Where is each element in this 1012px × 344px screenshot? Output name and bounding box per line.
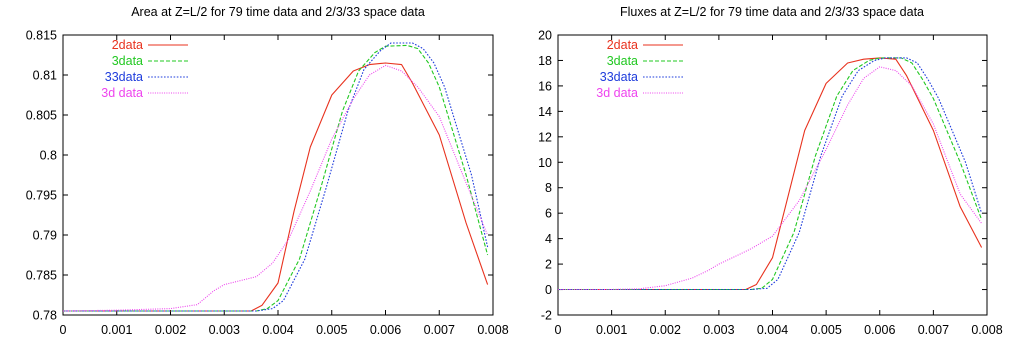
y-tick-label: 4 xyxy=(545,232,552,246)
y-tick-label: 0.785 xyxy=(26,269,57,283)
series-line-3data xyxy=(63,44,489,312)
y-tick-label: 0 xyxy=(545,283,552,297)
y-tick-label: 20 xyxy=(538,29,552,43)
x-tick-label: 0.006 xyxy=(864,323,895,337)
y-tick-label: 10 xyxy=(538,156,552,170)
legend-label: 2data xyxy=(112,38,143,52)
legend-label: 3d data xyxy=(101,86,143,100)
y-tick-label: 6 xyxy=(545,207,552,221)
y-tick-label: 14 xyxy=(538,105,552,119)
x-tick-label: 0.003 xyxy=(209,323,240,337)
series-line-3d-data xyxy=(62,64,489,312)
y-tick-label: 0.795 xyxy=(26,189,57,203)
y-tick-label: -2 xyxy=(541,309,552,323)
x-tick-label: 0.008 xyxy=(971,323,1002,337)
x-tick-label: 0.005 xyxy=(316,323,347,337)
x-tick-label: 0.002 xyxy=(650,323,681,337)
x-tick-label: 0.003 xyxy=(703,323,734,337)
fluxes-chart: Fluxes at Z=L/2 for 79 time data and 2/3… xyxy=(538,5,1003,337)
x-tick-label: 0.001 xyxy=(101,323,132,337)
y-tick-label: 16 xyxy=(538,79,552,93)
x-tick-label: 0.007 xyxy=(424,323,455,337)
x-tick-label: 0.001 xyxy=(596,323,627,337)
legend-label: 3d data xyxy=(596,86,638,100)
legend-label: 33data xyxy=(600,70,638,84)
y-tick-label: 0.79 xyxy=(33,229,57,243)
x-tick-label: 0.002 xyxy=(155,323,186,337)
series-line-33data xyxy=(558,57,983,291)
y-tick-label: 0.8 xyxy=(40,149,57,163)
y-tick-label: 2 xyxy=(545,258,552,272)
x-tick-label: 0 xyxy=(555,323,562,337)
x-tick-label: 0.004 xyxy=(757,323,788,337)
chart-title: Fluxes at Z=L/2 for 79 time data and 2/3… xyxy=(620,5,924,19)
x-tick-label: 0.004 xyxy=(262,323,293,337)
series-line-3data xyxy=(558,57,983,291)
y-tick-label: 0.815 xyxy=(26,29,57,43)
x-tick-label: 0.005 xyxy=(810,323,841,337)
x-tick-label: 0.006 xyxy=(370,323,401,337)
y-tick-label: 12 xyxy=(538,130,552,144)
series-line-3d-data xyxy=(558,66,983,291)
area-chart: Area at Z=L/2 for 79 time data and 2/3/3… xyxy=(26,5,509,337)
legend-label: 33data xyxy=(105,70,143,84)
series-line-33data xyxy=(63,42,489,312)
series-line-2data xyxy=(63,62,489,312)
x-tick-label: 0 xyxy=(60,323,67,337)
y-tick-label: 8 xyxy=(545,181,552,195)
y-tick-label: 0.78 xyxy=(33,309,57,323)
x-tick-label: 0.008 xyxy=(477,323,508,337)
legend-label: 3data xyxy=(607,54,638,68)
legend-label: 2data xyxy=(607,38,638,52)
chart-title: Area at Z=L/2 for 79 time data and 2/3/3… xyxy=(131,5,425,19)
x-tick-label: 0.007 xyxy=(918,323,949,337)
y-tick-label: 0.81 xyxy=(33,69,57,83)
y-tick-label: 0.805 xyxy=(26,109,57,123)
y-tick-label: 18 xyxy=(538,54,552,68)
legend-label: 3data xyxy=(112,54,143,68)
